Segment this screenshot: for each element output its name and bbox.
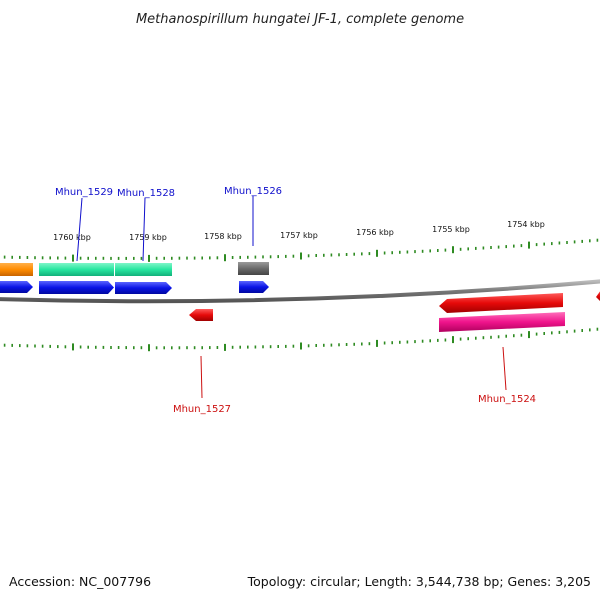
gene-gray[interactable] <box>238 262 269 275</box>
gene-orange[interactable] <box>0 263 33 276</box>
tick-row-bottom <box>3 327 599 352</box>
gene-red-1[interactable] <box>439 293 563 313</box>
gene-red-edge[interactable] <box>596 289 600 302</box>
label-mhun-1529: Mhun_1529 <box>55 187 113 198</box>
label-mhun-1526: Mhun_1526 <box>224 186 282 197</box>
gene-blue-mhun-1529[interactable] <box>39 281 114 294</box>
map-title: Methanospirillum hungatei JF-1, complete… <box>136 12 464 27</box>
gene-teal-2[interactable] <box>115 263 172 276</box>
accession-text: Accession: NC_007796 <box>9 574 151 589</box>
kbp-label-1755: 1755 kbp <box>432 225 470 234</box>
kbp-label-1759: 1759 kbp <box>129 233 167 242</box>
kbp-label-1758: 1758 kbp <box>204 232 242 241</box>
leader-mhun-1524 <box>502 346 507 391</box>
gene-teal-1[interactable] <box>39 263 114 276</box>
gene-blue-1[interactable] <box>0 281 33 293</box>
kbp-label-1754: 1754 kbp <box>507 220 545 229</box>
kbp-label-1757: 1757 kbp <box>280 231 318 240</box>
topology-text: Topology: circular; Length: 3,544,738 bp… <box>247 574 591 589</box>
gene-blue-mhun-1526[interactable] <box>239 281 269 293</box>
leader-mhun-1528 <box>142 197 146 262</box>
kbp-label-1756: 1756 kbp <box>356 228 394 237</box>
kbp-label-1760: 1760 kbp <box>53 233 91 242</box>
leader-mhun-1529 <box>76 197 83 262</box>
leader-mhun-1527 <box>200 355 203 399</box>
label-mhun-1527: Mhun_1527 <box>173 404 231 415</box>
label-mhun-1528: Mhun_1528 <box>117 188 175 199</box>
label-mhun-1524: Mhun_1524 <box>478 394 536 405</box>
gene-red-mhun-1527[interactable] <box>189 309 213 321</box>
tick-row-top <box>3 238 599 262</box>
gene-blue-mhun-1528[interactable] <box>115 282 172 294</box>
gene-magenta-mhun-1524[interactable] <box>439 312 565 332</box>
genome-backbone <box>0 279 600 304</box>
